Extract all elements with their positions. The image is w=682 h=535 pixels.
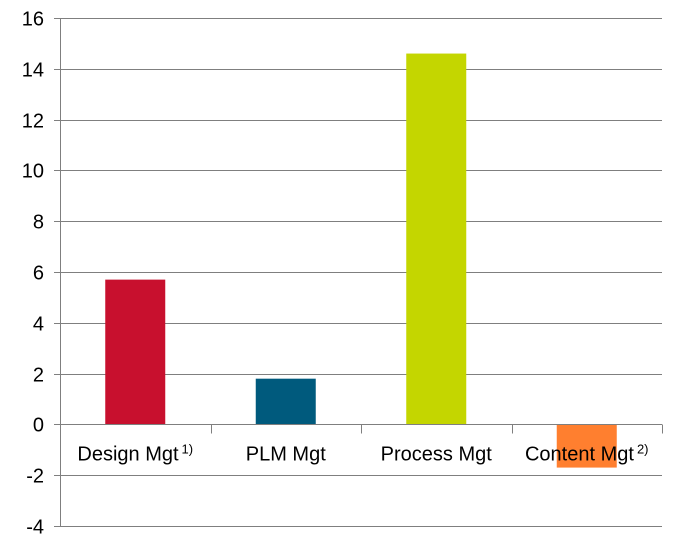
bar <box>105 279 166 425</box>
y-tick-label: 6 <box>33 263 44 285</box>
y-tick-label: 16 <box>22 9 44 31</box>
category-footnote-marker: 1) <box>182 442 194 457</box>
category-label: Process Mgt <box>381 444 493 466</box>
y-tick-label: 4 <box>33 314 44 336</box>
y-tick-label: 12 <box>22 111 44 133</box>
category-label: Content Mgt 2) <box>525 442 649 466</box>
y-tick-label: -2 <box>26 466 44 488</box>
category-label: Design Mgt 1) <box>77 442 193 466</box>
bar <box>255 378 316 425</box>
y-tick-label: 2 <box>33 365 44 387</box>
bar <box>556 424 617 468</box>
y-tick-label: 0 <box>33 415 44 437</box>
y-tick-label: 10 <box>22 161 44 183</box>
category-label: PLM Mgt <box>246 444 326 466</box>
y-tick-label: 8 <box>33 212 44 234</box>
bar <box>406 53 467 425</box>
y-axis-tick-labels: 16 14 12 10 8 6 4 2 0 -2 -4 <box>22 9 61 535</box>
category-labels: Design Mgt 1) PLM Mgt Process Mgt Content Mg… <box>77 442 648 466</box>
bars <box>105 53 617 468</box>
x-axis <box>60 424 663 434</box>
category-footnote-marker: 2) <box>637 442 649 457</box>
y-tick-label: 14 <box>22 60 44 82</box>
y-tick-label: -4 <box>26 517 44 535</box>
